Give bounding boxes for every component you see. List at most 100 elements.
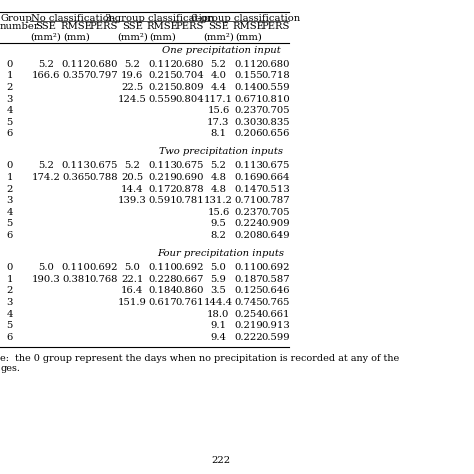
Text: No classification: No classification: [31, 14, 115, 23]
Text: 0.559: 0.559: [148, 95, 177, 103]
Text: 6-group classification: 6-group classification: [191, 14, 300, 23]
Text: 16.4: 16.4: [121, 286, 143, 295]
Text: 0.690: 0.690: [175, 173, 204, 182]
Text: 0.187: 0.187: [234, 274, 263, 283]
Text: SSE
(mm²): SSE (mm²): [203, 22, 234, 42]
Text: 0.513: 0.513: [262, 184, 290, 193]
Text: 166.6: 166.6: [32, 72, 60, 80]
Text: Two precipitation inputs: Two precipitation inputs: [159, 147, 283, 156]
Text: PERS: PERS: [89, 22, 118, 31]
Text: 5.2: 5.2: [38, 60, 54, 69]
Text: 22.1: 22.1: [121, 274, 143, 283]
Text: e:  the 0 group represent the days when no precipitation is recorded at any of t: e: the 0 group represent the days when n…: [0, 354, 399, 363]
Text: 14.4: 14.4: [121, 184, 144, 193]
Text: 2: 2: [7, 83, 13, 92]
Text: 117.1: 117.1: [204, 95, 233, 103]
Text: 0.656: 0.656: [262, 129, 290, 138]
Text: 4.8: 4.8: [210, 173, 227, 182]
Text: 5: 5: [7, 118, 13, 127]
Text: 0.169: 0.169: [234, 173, 263, 182]
Text: 5: 5: [7, 321, 13, 330]
Text: 0.680: 0.680: [89, 60, 118, 69]
Text: 0.646: 0.646: [262, 286, 290, 295]
Text: 0.591: 0.591: [148, 196, 177, 205]
Text: 1: 1: [7, 173, 13, 182]
Text: 3: 3: [7, 95, 13, 103]
Text: 0.788: 0.788: [89, 173, 118, 182]
Text: 5.0: 5.0: [210, 263, 226, 272]
Text: 0.664: 0.664: [262, 173, 290, 182]
Text: 0.357: 0.357: [62, 72, 91, 80]
Text: 2: 2: [7, 286, 13, 295]
Text: 0.215: 0.215: [148, 72, 177, 80]
Text: 5.2: 5.2: [210, 161, 226, 170]
Text: 0.172: 0.172: [148, 184, 177, 193]
Text: 0.692: 0.692: [262, 263, 290, 272]
Text: 5.0: 5.0: [38, 263, 54, 272]
Text: 0.705: 0.705: [262, 106, 290, 115]
Text: 190.3: 190.3: [32, 274, 60, 283]
Text: 20.5: 20.5: [121, 173, 143, 182]
Text: 0.559: 0.559: [262, 83, 290, 92]
Text: 4.0: 4.0: [210, 72, 227, 80]
Text: 0.237: 0.237: [234, 106, 263, 115]
Text: 19.6: 19.6: [121, 72, 143, 80]
Text: 0.112: 0.112: [148, 60, 177, 69]
Text: 5.2: 5.2: [38, 161, 54, 170]
Text: 9.1: 9.1: [210, 321, 227, 330]
Text: 0.206: 0.206: [235, 129, 263, 138]
Text: 0.254: 0.254: [234, 310, 263, 319]
Text: 0: 0: [7, 263, 13, 272]
Text: 5.9: 5.9: [210, 274, 226, 283]
Text: 6: 6: [7, 333, 13, 342]
Text: PERS: PERS: [175, 22, 204, 31]
Text: 0.219: 0.219: [234, 321, 263, 330]
Text: 0.787: 0.787: [262, 196, 290, 205]
Text: 0.110: 0.110: [148, 263, 177, 272]
Text: RMSE
(mm): RMSE (mm): [233, 22, 264, 42]
Text: 0.125: 0.125: [234, 286, 263, 295]
Text: 0.675: 0.675: [89, 161, 118, 170]
Text: 1: 1: [7, 274, 13, 283]
Text: 0.112: 0.112: [62, 60, 91, 69]
Text: 0.781: 0.781: [175, 196, 204, 205]
Text: 0.675: 0.675: [175, 161, 204, 170]
Text: 124.5: 124.5: [118, 95, 146, 103]
Text: 0.599: 0.599: [262, 333, 290, 342]
Text: 15.6: 15.6: [207, 106, 229, 115]
Text: 4: 4: [7, 208, 13, 217]
Text: 0: 0: [7, 161, 13, 170]
Text: 5.0: 5.0: [124, 263, 140, 272]
Text: 3.5: 3.5: [210, 286, 226, 295]
Text: 0.112: 0.112: [234, 60, 263, 69]
Text: Group: Group: [0, 14, 32, 23]
Text: 0.140: 0.140: [234, 83, 263, 92]
Text: 0.113: 0.113: [234, 161, 263, 170]
Text: 0.761: 0.761: [175, 298, 204, 307]
Text: RMSE
(mm): RMSE (mm): [60, 22, 92, 42]
Text: 6: 6: [7, 129, 13, 138]
Text: 174.2: 174.2: [32, 173, 60, 182]
Text: 0.219: 0.219: [148, 173, 177, 182]
Text: 5.2: 5.2: [210, 60, 226, 69]
Text: 18.0: 18.0: [207, 310, 229, 319]
Text: RMSE
(mm): RMSE (mm): [146, 22, 178, 42]
Text: 139.3: 139.3: [118, 196, 146, 205]
Text: 3: 3: [7, 298, 13, 307]
Text: 144.4: 144.4: [204, 298, 233, 307]
Text: 5.2: 5.2: [124, 60, 140, 69]
Text: 0.381: 0.381: [62, 274, 91, 283]
Text: 0.718: 0.718: [262, 72, 290, 80]
Text: 0.797: 0.797: [89, 72, 118, 80]
Text: 9.5: 9.5: [210, 219, 226, 228]
Text: 4.8: 4.8: [210, 184, 227, 193]
Text: 222: 222: [211, 456, 231, 465]
Text: 0.110: 0.110: [234, 263, 263, 272]
Text: 0.704: 0.704: [175, 72, 204, 80]
Text: 5: 5: [7, 219, 13, 228]
Text: 1: 1: [7, 72, 13, 80]
Text: number: number: [0, 22, 40, 31]
Text: 0.113: 0.113: [148, 161, 177, 170]
Text: 0.878: 0.878: [175, 184, 204, 193]
Text: 0.768: 0.768: [89, 274, 118, 283]
